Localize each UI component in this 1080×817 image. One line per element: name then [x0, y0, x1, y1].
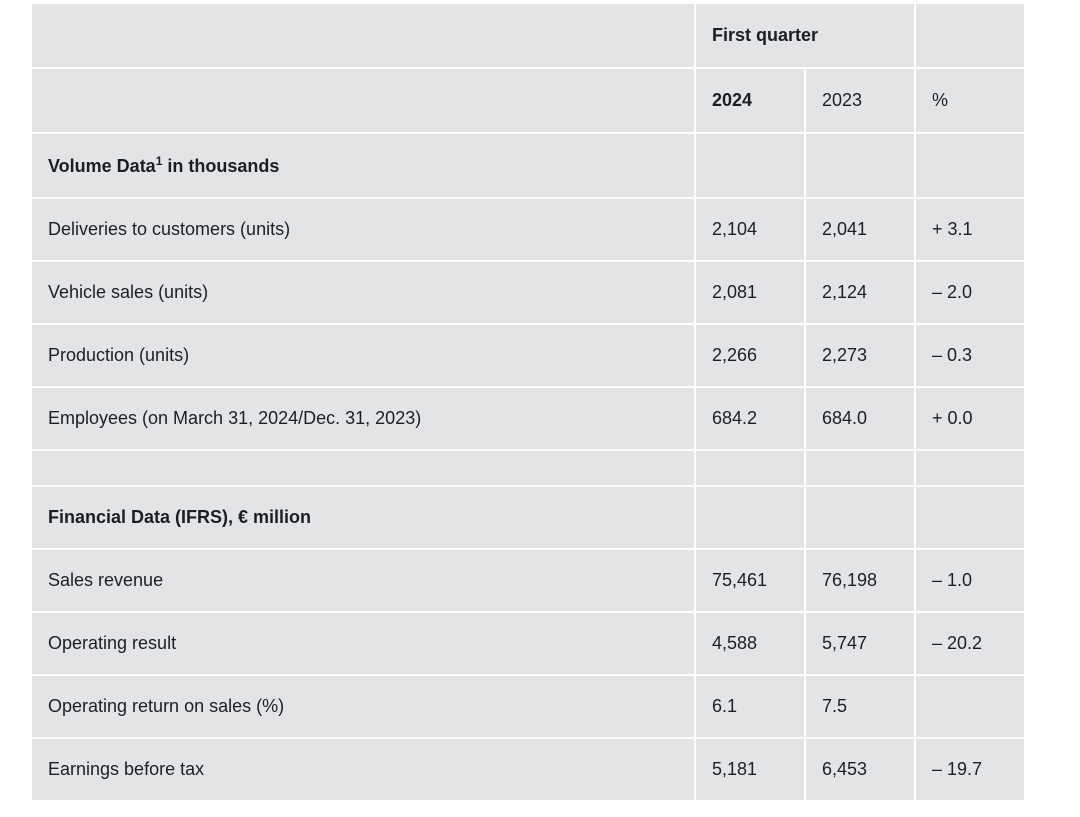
row-pct: – 2.0	[916, 262, 1024, 323]
row-pct: – 19.7	[916, 739, 1024, 800]
row-2023: 684.0	[806, 388, 914, 449]
row-label: Deliveries to customers (units)	[32, 199, 694, 260]
row-2023: 6,453	[806, 739, 914, 800]
blank	[806, 487, 914, 548]
row-2024: 684.2	[696, 388, 804, 449]
row-2024: 5,181	[696, 739, 804, 800]
row-pct: + 3.1	[916, 199, 1024, 260]
table-row: Vehicle sales (units) 2,081 2,124 – 2.0	[32, 262, 1024, 323]
row-2023: 76,198	[806, 550, 914, 611]
row-label: Production (units)	[32, 325, 694, 386]
section-volume-header: Volume Data1 in thousands	[32, 134, 1024, 197]
row-2024: 2,081	[696, 262, 804, 323]
table-row: Employees (on March 31, 2024/Dec. 31, 20…	[32, 388, 1024, 449]
row-2023: 7.5	[806, 676, 914, 737]
row-pct: + 0.0	[916, 388, 1024, 449]
blank	[916, 487, 1024, 548]
section-financial-header: Financial Data (IFRS), € million	[32, 487, 1024, 548]
header-blank-right	[916, 4, 1024, 67]
table: First quarter 2024 2023 % Volume Data1 i…	[30, 2, 1026, 802]
blank	[806, 134, 914, 197]
col-pct: %	[916, 69, 1024, 132]
blank	[696, 134, 804, 197]
row-label: Earnings before tax	[32, 739, 694, 800]
col-2024: 2024	[696, 69, 804, 132]
table-row: Operating return on sales (%) 6.1 7.5	[32, 676, 1024, 737]
row-2024: 75,461	[696, 550, 804, 611]
table-row: Deliveries to customers (units) 2,104 2,…	[32, 199, 1024, 260]
blank	[916, 134, 1024, 197]
table-row: Production (units) 2,266 2,273 – 0.3	[32, 325, 1024, 386]
row-2024: 2,104	[696, 199, 804, 260]
row-label: Vehicle sales (units)	[32, 262, 694, 323]
blank	[696, 487, 804, 548]
header-super-label: First quarter	[696, 4, 914, 67]
section-financial-title: Financial Data (IFRS), € million	[32, 487, 694, 548]
row-label: Employees (on March 31, 2024/Dec. 31, 20…	[32, 388, 694, 449]
row-label: Operating result	[32, 613, 694, 674]
row-2024: 6.1	[696, 676, 804, 737]
col-2023: 2023	[806, 69, 914, 132]
row-2023: 2,273	[806, 325, 914, 386]
table-header-row-2: 2024 2023 %	[32, 69, 1024, 132]
row-pct: – 0.3	[916, 325, 1024, 386]
table-row: Operating result 4,588 5,747 – 20.2	[32, 613, 1024, 674]
row-2023: 5,747	[806, 613, 914, 674]
row-label: Sales revenue	[32, 550, 694, 611]
row-label: Operating return on sales (%)	[32, 676, 694, 737]
row-2024: 4,588	[696, 613, 804, 674]
row-pct	[916, 676, 1024, 737]
financial-table: First quarter 2024 2023 % Volume Data1 i…	[30, 2, 1018, 802]
row-2023: 2,124	[806, 262, 914, 323]
section-volume-title: Volume Data1 in thousands	[32, 134, 694, 197]
row-2024: 2,266	[696, 325, 804, 386]
volume-title-pre: Volume Data	[48, 156, 156, 176]
row-2023: 2,041	[806, 199, 914, 260]
row-pct: – 1.0	[916, 550, 1024, 611]
table-header-row-1: First quarter	[32, 4, 1024, 67]
spacer-row	[32, 451, 1024, 485]
table-row: Earnings before tax 5,181 6,453 – 19.7	[32, 739, 1024, 800]
row-pct: – 20.2	[916, 613, 1024, 674]
header-blank-2	[32, 69, 694, 132]
volume-title-post: in thousands	[162, 156, 279, 176]
header-blank	[32, 4, 694, 67]
table-row: Sales revenue 75,461 76,198 – 1.0	[32, 550, 1024, 611]
